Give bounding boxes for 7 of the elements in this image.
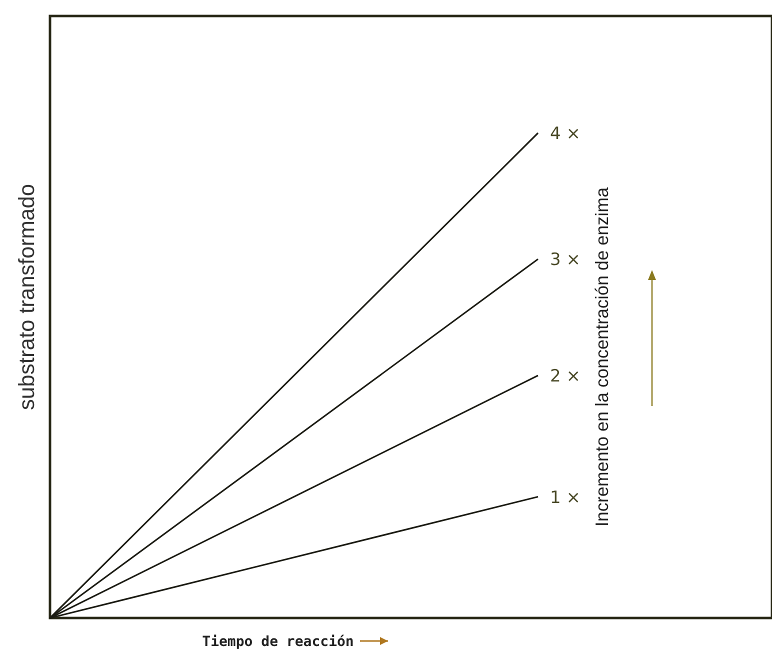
series-label: 2 × [550, 366, 580, 386]
series-label: 3 × [550, 250, 580, 270]
x-axis-title: Tiempo de reacción [202, 634, 354, 650]
annotation: Incremento en la concentración de enzima [592, 186, 612, 527]
series-label: 1 × [550, 488, 580, 508]
series-label: 4 × [550, 124, 580, 144]
y-axis-title: substrato transformado [14, 184, 39, 410]
